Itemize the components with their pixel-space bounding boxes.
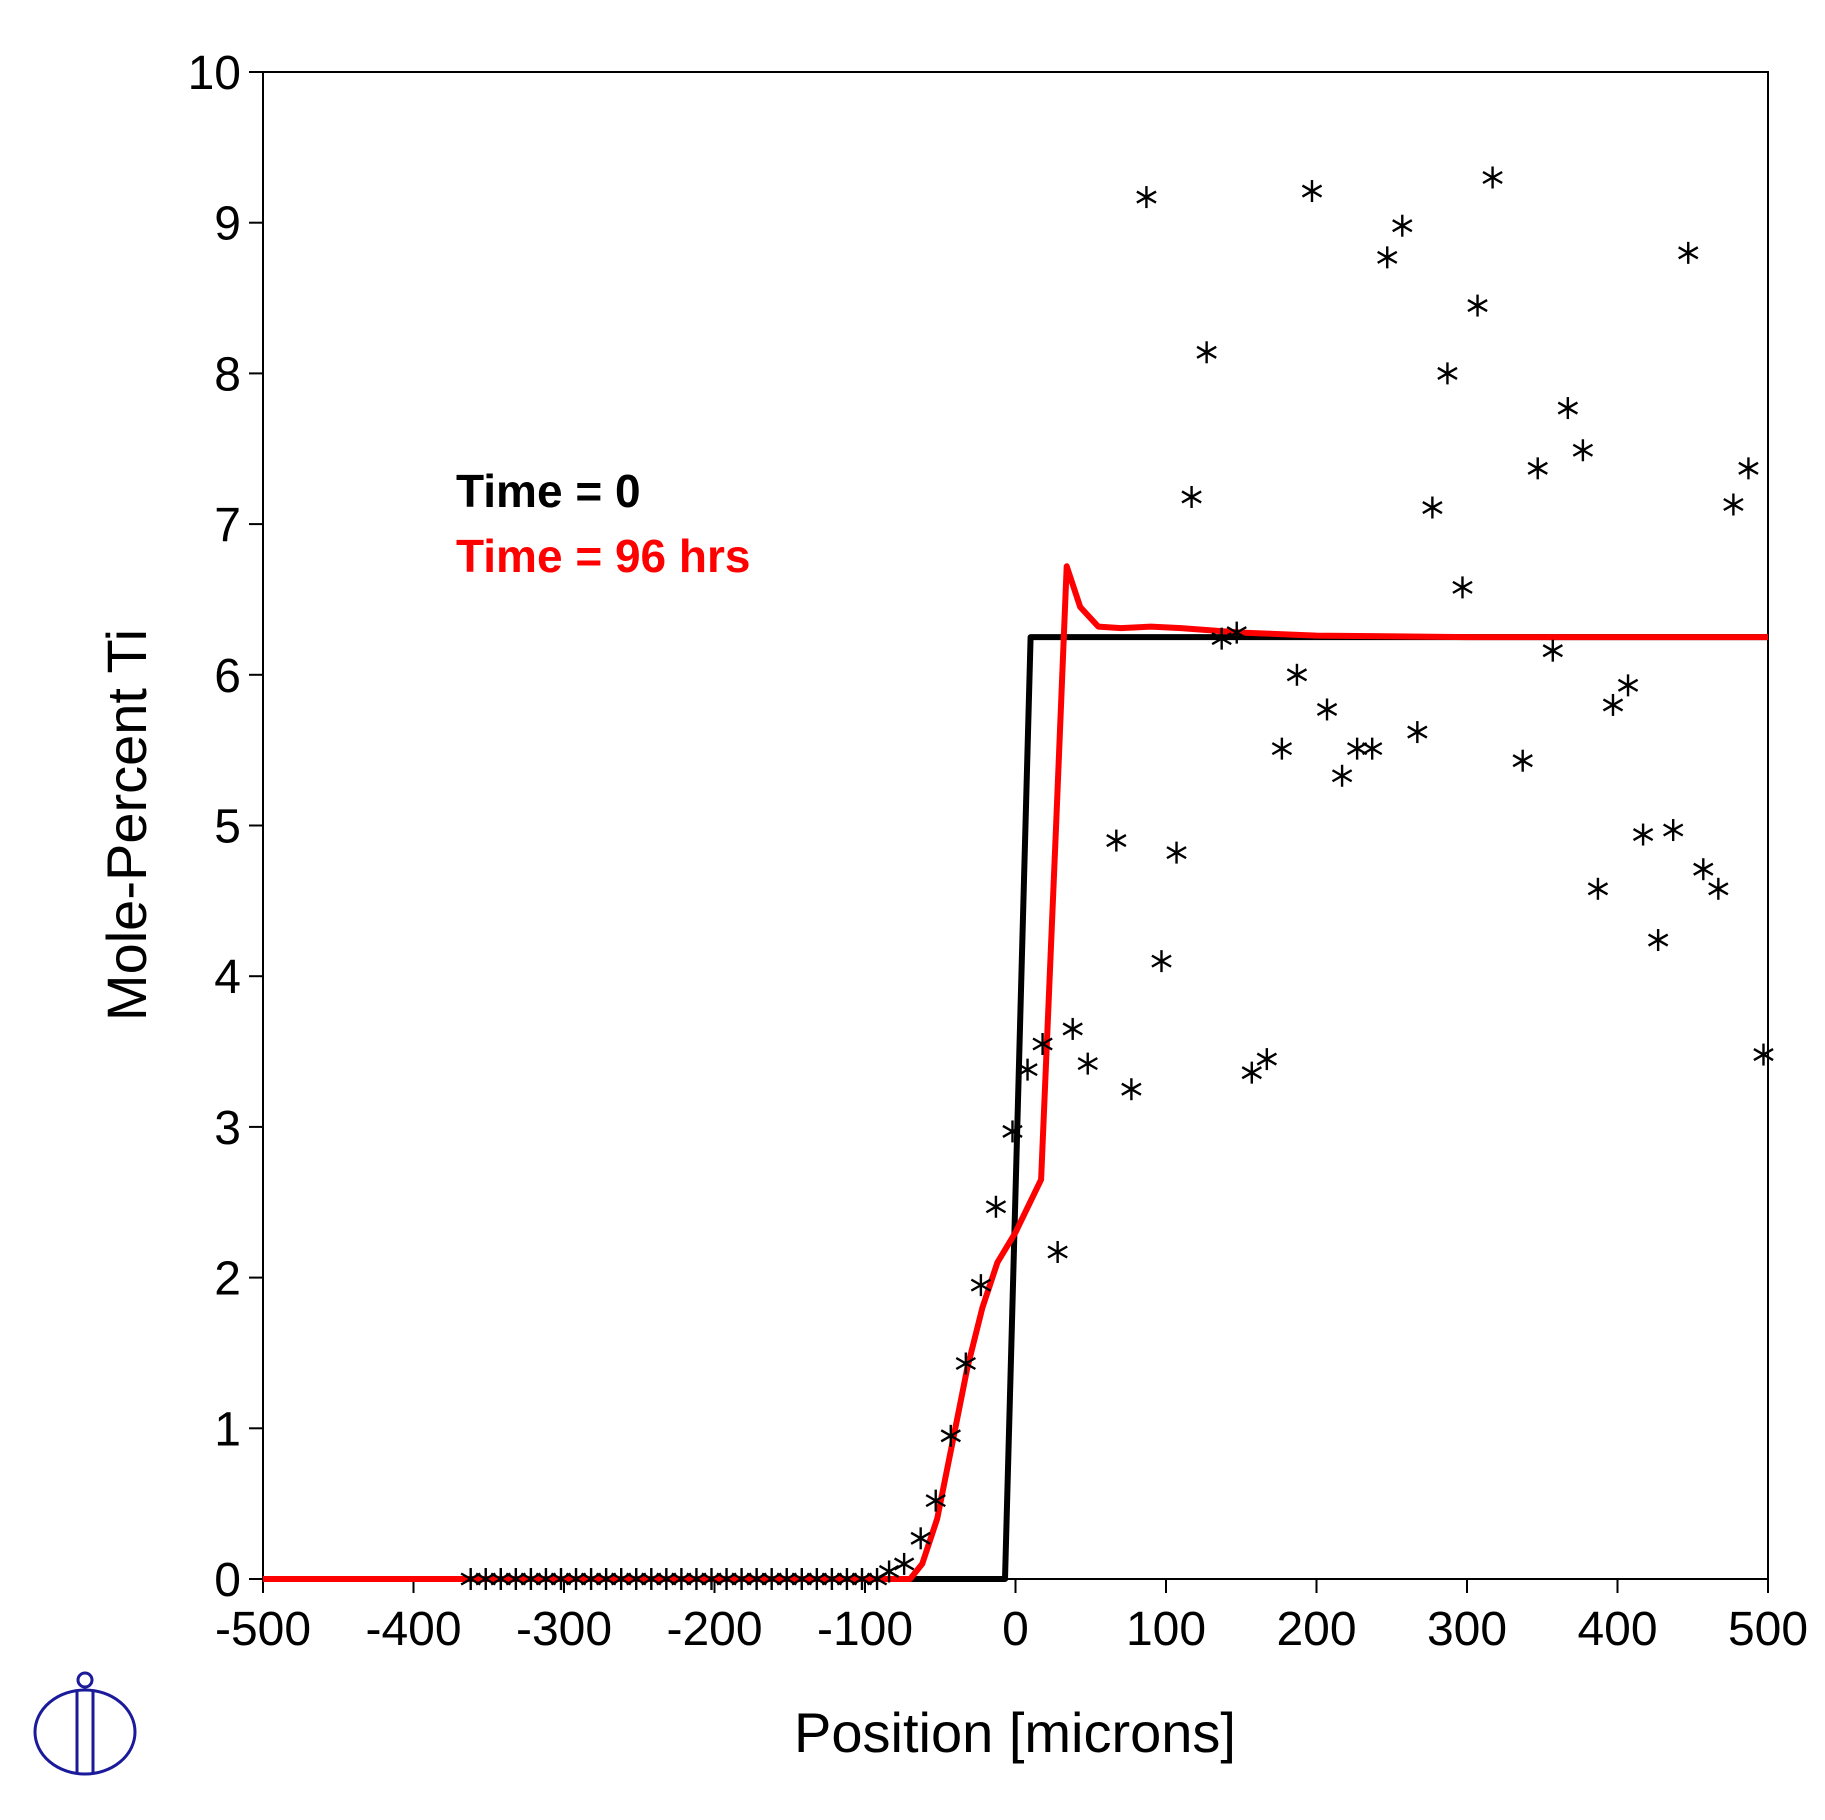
y-tick-label: 2	[214, 1253, 241, 1306]
data-point	[1271, 737, 1293, 760]
y-tick-label: 7	[214, 499, 241, 552]
y-tick-label: 6	[214, 650, 241, 703]
data-point	[1301, 180, 1323, 203]
logo-icon	[33, 1671, 137, 1776]
x-tick-label: -100	[817, 1603, 913, 1656]
data-point	[1196, 341, 1217, 364]
x-tick-label: -400	[365, 1603, 461, 1656]
data-point	[1527, 457, 1548, 480]
data-point	[1542, 639, 1563, 662]
data-point	[1632, 823, 1654, 846]
data-point	[1017, 1058, 1038, 1081]
x-tick-label: -300	[516, 1603, 612, 1656]
data-point	[1166, 841, 1187, 864]
data-point	[1557, 397, 1579, 420]
data-point	[940, 1424, 961, 1447]
data-point	[1678, 241, 1699, 264]
x-tick-label: 500	[1728, 1603, 1808, 1656]
x-tick-label: 100	[1126, 1603, 1206, 1656]
data-point	[1708, 877, 1729, 900]
data-point	[1077, 1052, 1098, 1075]
x-tick-label: -200	[666, 1603, 762, 1656]
series-layer	[263, 563, 1768, 1582]
x-tick-label: 200	[1276, 1603, 1356, 1656]
y-tick-label: 8	[214, 348, 241, 401]
data-point	[1663, 819, 1684, 842]
data-point	[1121, 1078, 1142, 1101]
data-point	[1407, 721, 1428, 744]
data-point	[985, 1195, 1007, 1218]
data-point	[1226, 621, 1247, 644]
data-point	[1602, 693, 1624, 716]
y-tick-label: 0	[214, 1554, 241, 1607]
data-point	[1331, 764, 1353, 787]
y-axis-title: Mole-Percent Ti	[95, 629, 158, 1021]
legend-entry-time-96: Time = 96 hrs	[456, 530, 751, 582]
data-point	[1062, 1017, 1083, 1040]
data-point	[893, 1552, 915, 1575]
data-point	[1256, 1048, 1278, 1071]
data-point	[970, 1274, 992, 1297]
y-tick-label: 5	[214, 801, 241, 854]
y-tick-label: 10	[188, 47, 241, 100]
data-point	[1617, 674, 1639, 697]
data-point	[1647, 929, 1669, 952]
data-point	[910, 1527, 931, 1550]
data-point	[1047, 1240, 1068, 1263]
data-point	[1241, 1061, 1262, 1084]
data-point	[1482, 166, 1503, 189]
y-tick-label: 4	[214, 951, 241, 1004]
series-line-time-0	[263, 634, 1768, 1582]
data-point	[1738, 457, 1759, 480]
data-point	[1512, 749, 1533, 772]
x-tick-label: 0	[1002, 1603, 1029, 1656]
y-tick-label: 1	[214, 1403, 241, 1456]
x-tick-label: -500	[215, 1603, 311, 1656]
data-point	[1136, 186, 1157, 209]
plot-frame	[262, 71, 1769, 1580]
data-point	[1467, 294, 1488, 317]
x-axis-ticks: -500 -400 -300 -200 -100 0 100 200 300 400 500	[215, 1579, 1808, 1656]
data-point	[925, 1489, 946, 1512]
x-tick-label: 300	[1427, 1603, 1507, 1656]
data-point	[1422, 496, 1443, 519]
data-point	[1181, 485, 1202, 508]
data-point	[1753, 1043, 1774, 1066]
data-point	[955, 1352, 977, 1375]
series-line-time-96	[263, 563, 1768, 1582]
x-axis-title: Position [microns]	[794, 1701, 1236, 1764]
data-point	[1151, 950, 1172, 973]
data-point	[1362, 737, 1383, 760]
data-point	[1693, 858, 1714, 881]
x-tick-label: 400	[1577, 1603, 1657, 1656]
data-point	[1377, 246, 1398, 269]
data-point	[1392, 214, 1413, 237]
legend-entry-time-0: Time = 0	[456, 465, 641, 517]
data-point	[1002, 1120, 1023, 1143]
data-point	[1437, 362, 1458, 385]
data-point	[1316, 698, 1338, 721]
data-point	[1032, 1033, 1053, 1056]
data-point	[1346, 737, 1368, 760]
data-point	[1572, 439, 1594, 462]
y-tick-label: 9	[214, 198, 241, 251]
measured-points	[460, 166, 1774, 1590]
data-point	[1286, 663, 1308, 686]
data-point	[1106, 829, 1127, 852]
data-point	[1211, 627, 1232, 650]
data-point	[1723, 493, 1744, 516]
y-tick-label: 3	[214, 1102, 241, 1155]
data-point	[1587, 877, 1609, 900]
data-point	[1452, 576, 1473, 599]
y-axis-ticks: 0 1 2 3 4 5 6 7 8 9 10	[188, 47, 263, 1607]
